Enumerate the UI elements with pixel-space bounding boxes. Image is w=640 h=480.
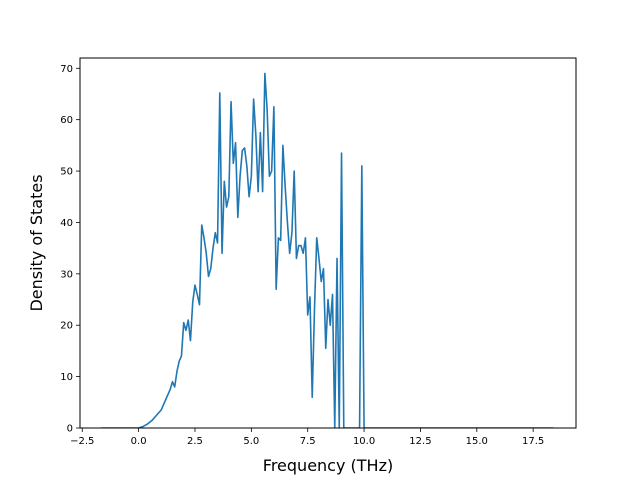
y-tick-label: 50 — [60, 167, 73, 178]
axes-frame — [79, 57, 577, 429]
y-tick-label: 20 — [60, 321, 73, 332]
y-tick-label: 60 — [60, 115, 73, 126]
x-tick-label: 12.5 — [409, 436, 431, 447]
y-tick-label: 10 — [60, 372, 73, 383]
x-axis-label: Frequency (THz) — [263, 456, 393, 475]
y-tick-label: 40 — [60, 218, 73, 229]
x-tick-label: 17.5 — [522, 436, 544, 447]
dos-series-line — [101, 72, 554, 428]
x-tick-label: 2.5 — [187, 436, 203, 447]
x-tick-label: 10.0 — [353, 436, 375, 447]
x-tick-label: 5.0 — [243, 436, 259, 447]
y-axis-ticks: 0 10 20 30 40 50 60 70 — [60, 64, 80, 435]
x-tick-label: 15.0 — [466, 436, 488, 447]
x-tick-label: 7.5 — [300, 436, 316, 447]
x-tick-label: 0.0 — [131, 436, 147, 447]
x-tick-label: −2.5 — [70, 436, 94, 447]
y-tick-label: 30 — [60, 269, 73, 280]
y-tick-label: 0 — [67, 424, 73, 435]
plot-layer — [101, 72, 554, 428]
x-axis-ticks: −2.5 0.0 2.5 5.0 7.5 10.0 12.5 15.0 17.5 — [70, 428, 544, 447]
y-tick-label: 70 — [60, 64, 73, 75]
y-axis-label: Density of States — [27, 174, 46, 311]
